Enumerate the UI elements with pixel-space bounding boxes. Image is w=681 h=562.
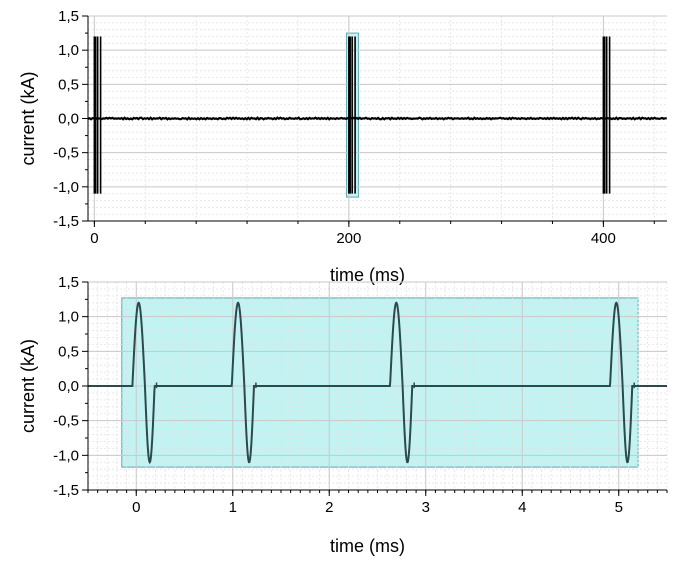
y-tick-label: 1,5: [58, 8, 79, 25]
y-axis-title: current (kA): [18, 71, 38, 165]
y-tick-label: 1,0: [58, 309, 79, 326]
x-tick-label: 200: [336, 230, 361, 247]
y-axis-title: current (kA): [18, 339, 38, 433]
x-tick-label: 2: [325, 499, 333, 516]
y-tick-label: 1,0: [58, 42, 79, 59]
x-tick-label: 1: [229, 499, 237, 516]
y-tick-label: 0,0: [58, 378, 79, 395]
y-tick-label: -0,5: [53, 145, 79, 162]
x-tick-label: 3: [422, 499, 430, 516]
zoomed-chart: 0 1 2 3 4 5 1,5 1,0 0,5 0,0 -0,5 -1,0 -1,5 time (ms)…: [18, 274, 668, 556]
series-current: [88, 301, 667, 465]
x-tick-label: 0: [132, 499, 140, 516]
y-tick-label: -1,0: [53, 179, 79, 196]
x-axis-title: time (ms): [330, 536, 405, 556]
series-line-baseline: [87, 116, 667, 121]
y-tick-label: -1,5: [53, 213, 79, 230]
x-tick-label: 400: [591, 230, 616, 247]
y-tick-label: -1,0: [53, 447, 79, 464]
x-axis-title: time (ms): [330, 265, 405, 285]
x-tick-label: 4: [518, 499, 526, 516]
axis-ticks: 0 1 2 3 4 5 1,5 1,0 0,5 0,0 -0,5 -1,0 -1,5: [53, 274, 668, 516]
series-line: [88, 301, 667, 465]
series-current: [87, 36, 667, 194]
y-tick-label: -1,5: [53, 482, 79, 499]
y-tick-label: 0,0: [58, 111, 79, 128]
x-tick-label: 0: [90, 230, 98, 247]
overview-chart: 0 200 400 1,5 1,0 0,5 0,0 -0,5 -1,0 -1,5 time (ms…: [18, 8, 667, 285]
y-tick-label: 0,5: [58, 343, 79, 360]
axis-ticks: 0 200 400 1,5 1,0 0,5 0,0 -0,5 -1,0 -1,5: [53, 8, 655, 247]
y-tick-label: -0,5: [53, 413, 79, 430]
y-tick-label: 0,5: [58, 76, 79, 93]
x-tick-label: 5: [615, 499, 623, 516]
y-tick-label: 1,5: [58, 274, 79, 291]
